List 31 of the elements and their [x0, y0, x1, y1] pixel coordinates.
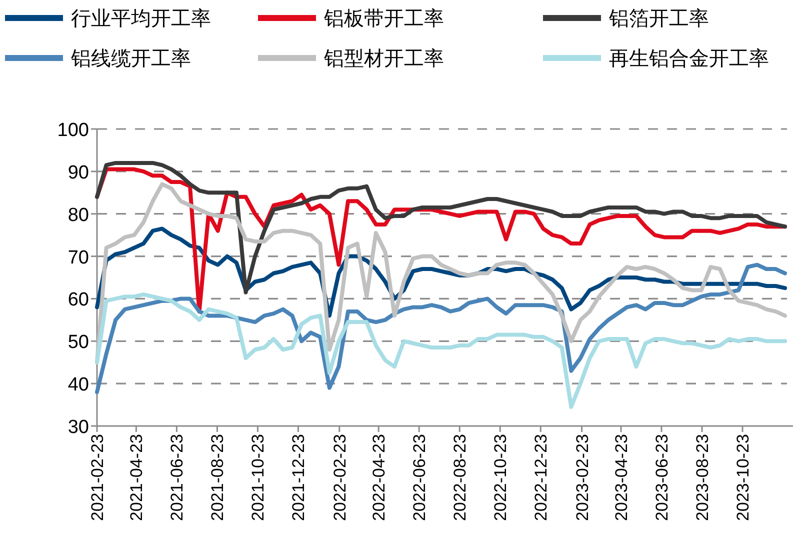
x-tick-label: 2021-04-23 [127, 434, 146, 521]
x-tick-label: 2022-06-23 [410, 434, 430, 521]
legend-label: 铝板带开工率 [323, 8, 444, 30]
legend-label: 铝线缆开工率 [70, 48, 191, 70]
x-tick-label: 2021-10-23 [248, 434, 268, 521]
x-tick-label: 2022-08-23 [450, 434, 470, 521]
legend-label: 铝型材开工率 [323, 48, 444, 70]
y-tick-label: 100 [57, 120, 89, 141]
x-tick-label: 2023-06-23 [652, 434, 672, 521]
x-tick-label: 2023-02-23 [572, 434, 592, 521]
legend-label: 行业平均开工率 [71, 8, 211, 30]
x-tick-label: 2021-06-23 [168, 434, 187, 521]
y-tick-label: 80 [68, 204, 89, 226]
x-tick-label: 2022-12-23 [532, 434, 551, 521]
x-tick-label: 2021-12-23 [289, 434, 308, 521]
y-tick-label: 60 [68, 290, 89, 311]
legend-label: 再生铝合金开工率 [609, 48, 769, 70]
x-tick-label: 2023-10-23 [734, 434, 753, 521]
y-tick-label: 50 [68, 332, 89, 354]
y-tick-label: 30 [68, 417, 89, 438]
x-tick-label: 2022-04-23 [370, 434, 389, 521]
x-tick-label: 2022-10-23 [491, 434, 510, 521]
x-tick-label: 2022-02-23 [330, 434, 350, 521]
x-tick-label: 2023-04-23 [612, 434, 631, 521]
y-tick-label: 90 [68, 162, 89, 184]
y-tick-label: 40 [68, 374, 89, 396]
x-tick-label: 2023-08-23 [692, 434, 712, 521]
x-tick-label: 2021-08-23 [208, 434, 228, 521]
x-tick-label: 2021-02-23 [88, 434, 107, 521]
legend-label: 铝箔开工率 [608, 8, 709, 30]
y-tick-label: 70 [68, 247, 89, 268]
